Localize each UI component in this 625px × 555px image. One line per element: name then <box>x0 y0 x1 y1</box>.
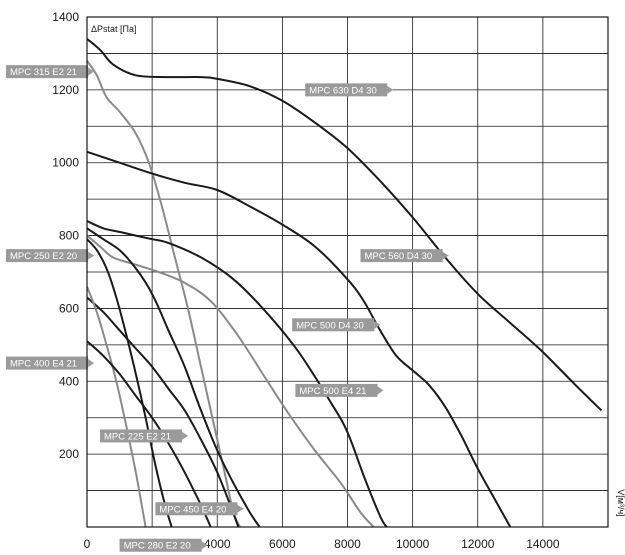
y-tick-label: 800 <box>59 229 79 243</box>
series-lines <box>86 38 603 528</box>
series-tag-box <box>6 249 89 263</box>
series-tag-box <box>305 83 388 97</box>
series-tag-label: MPC 560 D4 30 <box>365 251 433 262</box>
series-tag-pointer <box>237 504 244 513</box>
series-tag-pointer <box>387 85 394 94</box>
series-tag-mpc-315-e2-21: MPC 315 E2 21 <box>6 65 95 79</box>
series-tag-mpc-560-d4-30: MPC 560 D4 30 <box>360 249 449 263</box>
series-tag-mpc-450-e4-20: MPC 450 E4 20 <box>155 502 244 516</box>
series-line-mpc-250-e2-20 <box>86 234 375 528</box>
series-line-mpc-560-d4-30 <box>86 150 512 528</box>
series-tag-box <box>155 502 238 516</box>
series-tag-box <box>295 383 378 397</box>
y-tick-label: 400 <box>59 374 79 388</box>
series-tag-box <box>360 249 443 263</box>
y-tick-label: 1000 <box>52 156 79 170</box>
grid <box>87 17 608 527</box>
x-tick-label: 8000 <box>334 537 361 551</box>
series-tag-pointer <box>201 541 208 550</box>
series-line-mpc-315-e2-21 <box>86 60 241 528</box>
series-tag-label: MPC 400 E4 21 <box>10 359 77 370</box>
y-axis: 200 400 600 800 1000 1200 1400 <box>52 10 79 461</box>
series-line-mpc-500-d4-30 <box>86 220 388 528</box>
series-tag-box <box>6 356 89 370</box>
series-tag-box <box>119 538 202 552</box>
series-tag-box <box>100 429 183 443</box>
series-tag-box <box>292 318 375 332</box>
series-tag-mpc-630-d4-30: MPC 630 D4 30 <box>305 83 394 97</box>
series-tag-label: MPC 500 E4 21 <box>299 386 366 397</box>
x-tick-label: 10000 <box>396 537 430 551</box>
series-tag-mpc-400-e4-21: MPC 400 E4 21 <box>6 356 95 370</box>
series-line-mpc-280-e2-20 <box>86 238 173 528</box>
x-tick-label: 6000 <box>269 537 296 551</box>
series-tag-pointer <box>377 386 384 395</box>
series-tags: MPC 315 E2 21 MPC 630 D4 30 MPC 560 D4 30 M… <box>6 65 449 552</box>
series-tag-label: MPC 315 E2 21 <box>10 67 77 78</box>
series-tag-mpc-280-e2-20: MPC 280 E2 20 <box>119 538 208 552</box>
series-tag-pointer <box>88 359 95 368</box>
y-tick-label: 600 <box>59 301 79 315</box>
series-tag-label: MPC 280 E2 20 <box>124 541 191 552</box>
x-tick-label: 4000 <box>204 537 231 551</box>
series-tag-pointer <box>88 251 95 260</box>
series-tag-mpc-225-e2-21: MPC 225 E2 21 <box>100 429 189 443</box>
series-tag-label: MPC 500 D4 30 <box>296 320 364 331</box>
y-tick-label: 1400 <box>52 10 79 24</box>
series-line-mpc-400-e4-21 <box>86 296 240 528</box>
series-tag-label: MPC 630 D4 30 <box>309 85 377 96</box>
series-line-mpc-630-d4-30 <box>86 38 603 412</box>
x-tick-label: 0 <box>84 537 91 551</box>
series-line-mpc-450-e4-20 <box>86 340 212 528</box>
series-tag-label: MPC 225 E2 21 <box>104 431 171 442</box>
series-tag-pointer <box>88 67 95 76</box>
y-tick-label: 1200 <box>52 83 79 97</box>
x-tick-label: 14000 <box>526 537 560 551</box>
series-tag-pointer <box>442 251 449 260</box>
series-tag-label: MPC 450 E4 20 <box>159 504 226 515</box>
series-tag-mpc-250-e2-20: MPC 250 E2 20 <box>6 249 95 263</box>
plot-frame <box>86 16 609 528</box>
series-line-mpc-225-e2-21 <box>86 286 147 528</box>
y-tick-label: 200 <box>59 447 79 461</box>
x-tick-label: 12000 <box>461 537 495 551</box>
x-axis-label: V[м³/ч] <box>616 489 625 516</box>
y-axis-label: ΔPstat [Па] <box>91 24 137 34</box>
series-tag-label: MPC 250 E2 20 <box>10 251 77 262</box>
series-tag-pointer <box>182 431 189 440</box>
series-tag-mpc-500-d4-30: MPC 500 D4 30 <box>292 318 381 332</box>
series-line-mpc-500-e4-21 <box>86 227 261 528</box>
series-tag-mpc-500-e4-21: MPC 500 E4 21 <box>295 383 384 397</box>
series-tag-box <box>6 65 89 79</box>
series-tag-pointer <box>374 320 381 329</box>
